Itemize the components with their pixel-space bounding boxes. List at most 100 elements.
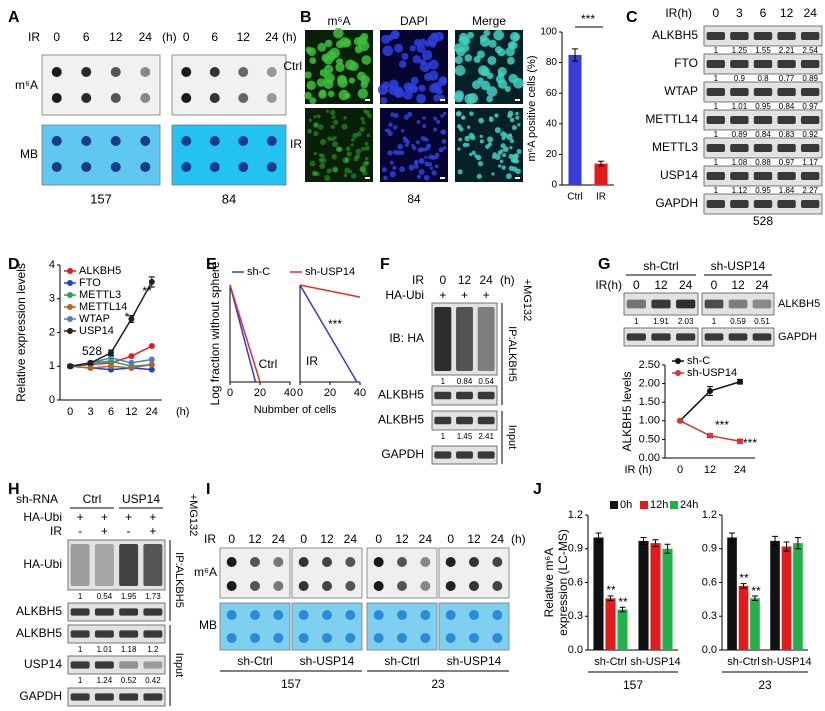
cell: [507, 113, 513, 119]
band: [70, 630, 90, 638]
legend-marker: [67, 304, 73, 310]
bar: [650, 543, 661, 650]
x-tick-label: 0: [677, 464, 683, 476]
cell: [494, 127, 501, 134]
panel-letter: F: [380, 256, 390, 273]
ir-label: IR(h): [665, 6, 692, 20]
cell: [361, 55, 372, 65]
band-value: 0.89: [802, 74, 818, 83]
dot: [209, 136, 220, 146]
band: [753, 60, 773, 68]
cell: [464, 54, 473, 62]
ir-label: IR: [204, 532, 216, 546]
error-bar: [640, 537, 647, 545]
cell: [476, 173, 482, 179]
bar: [750, 598, 760, 650]
treatment-mark: +: [439, 288, 446, 302]
cell-line: 84: [222, 191, 236, 206]
dot: [110, 67, 121, 77]
cell: [438, 147, 444, 153]
cell: [423, 137, 429, 142]
cell: [316, 114, 321, 119]
row-label: m⁶A: [194, 565, 217, 579]
band-value: 1.12: [732, 186, 748, 195]
treatment-mark: +: [483, 288, 490, 302]
dot: [266, 93, 277, 103]
cell: [421, 49, 433, 61]
dot-blot: [171, 124, 287, 186]
annotation: **: [142, 284, 152, 298]
dot: [209, 93, 220, 103]
blot-label: GAPDH: [778, 331, 817, 343]
band: [70, 608, 90, 616]
cell: [399, 166, 406, 173]
cell: [318, 153, 323, 157]
blot-label: METTL14: [645, 112, 698, 126]
marker: [737, 378, 743, 385]
time-label: 0: [183, 30, 190, 44]
band-value: 2.27: [802, 186, 818, 195]
cell: [390, 30, 400, 40]
cell: [308, 118, 313, 122]
cell: [393, 112, 399, 119]
band: [704, 333, 724, 341]
band: [434, 307, 452, 371]
cell: [441, 139, 447, 144]
cell: [509, 41, 518, 50]
x-tick-label: Ctrl: [567, 192, 583, 203]
band: [777, 116, 796, 124]
dot: [209, 67, 220, 77]
band: [704, 299, 724, 309]
ir-label: IR: [28, 30, 40, 44]
cell: [357, 88, 369, 99]
band: [119, 544, 139, 586]
band: [119, 608, 139, 616]
blot-label: HA-Ubi: [23, 557, 62, 571]
dot: [469, 557, 479, 567]
cell: [317, 42, 327, 52]
band: [800, 88, 820, 96]
cell: [431, 170, 437, 176]
dot: [51, 67, 62, 77]
cell: [413, 38, 422, 47]
cell: [513, 153, 519, 159]
legend-marker: [67, 316, 73, 322]
legend-swatch: [670, 501, 678, 509]
x-tick-label: 12: [704, 464, 716, 476]
marker: [128, 364, 135, 371]
marker: [148, 366, 155, 373]
cell: [381, 81, 390, 90]
cell: [344, 158, 349, 164]
dot: [140, 136, 151, 146]
annotation: ***: [328, 317, 342, 331]
cell: [339, 37, 351, 48]
dot: [298, 557, 309, 567]
band-value: 1.17: [802, 158, 818, 167]
blot-label: GAPDH: [655, 196, 698, 210]
band: [143, 544, 163, 586]
cell: [320, 153, 325, 159]
cell: [462, 142, 468, 148]
band-value: 2.54: [802, 46, 818, 55]
cell: [382, 45, 394, 57]
y-tick-label: 2.50: [639, 359, 660, 371]
dot: [298, 581, 309, 591]
y-tick-label: 0: [49, 394, 55, 406]
cell-line: 23: [758, 678, 772, 692]
bar: [738, 585, 749, 650]
annotation: 528: [82, 344, 102, 358]
cell: [311, 170, 318, 177]
cell: [307, 128, 313, 134]
time-label: 12: [248, 532, 262, 546]
blot-label: ALKBH5: [378, 413, 424, 427]
cell: [342, 157, 349, 164]
ir-label: IR(h): [595, 278, 622, 292]
dot: [298, 610, 309, 620]
blot: [67, 687, 166, 707]
band-value: 1.73: [145, 592, 161, 601]
dot: [250, 610, 260, 620]
cell: [350, 143, 354, 147]
blot-label: ALKBH5: [652, 28, 698, 42]
x-tick-label: 0: [297, 387, 303, 399]
legend-swatch: [640, 501, 648, 509]
